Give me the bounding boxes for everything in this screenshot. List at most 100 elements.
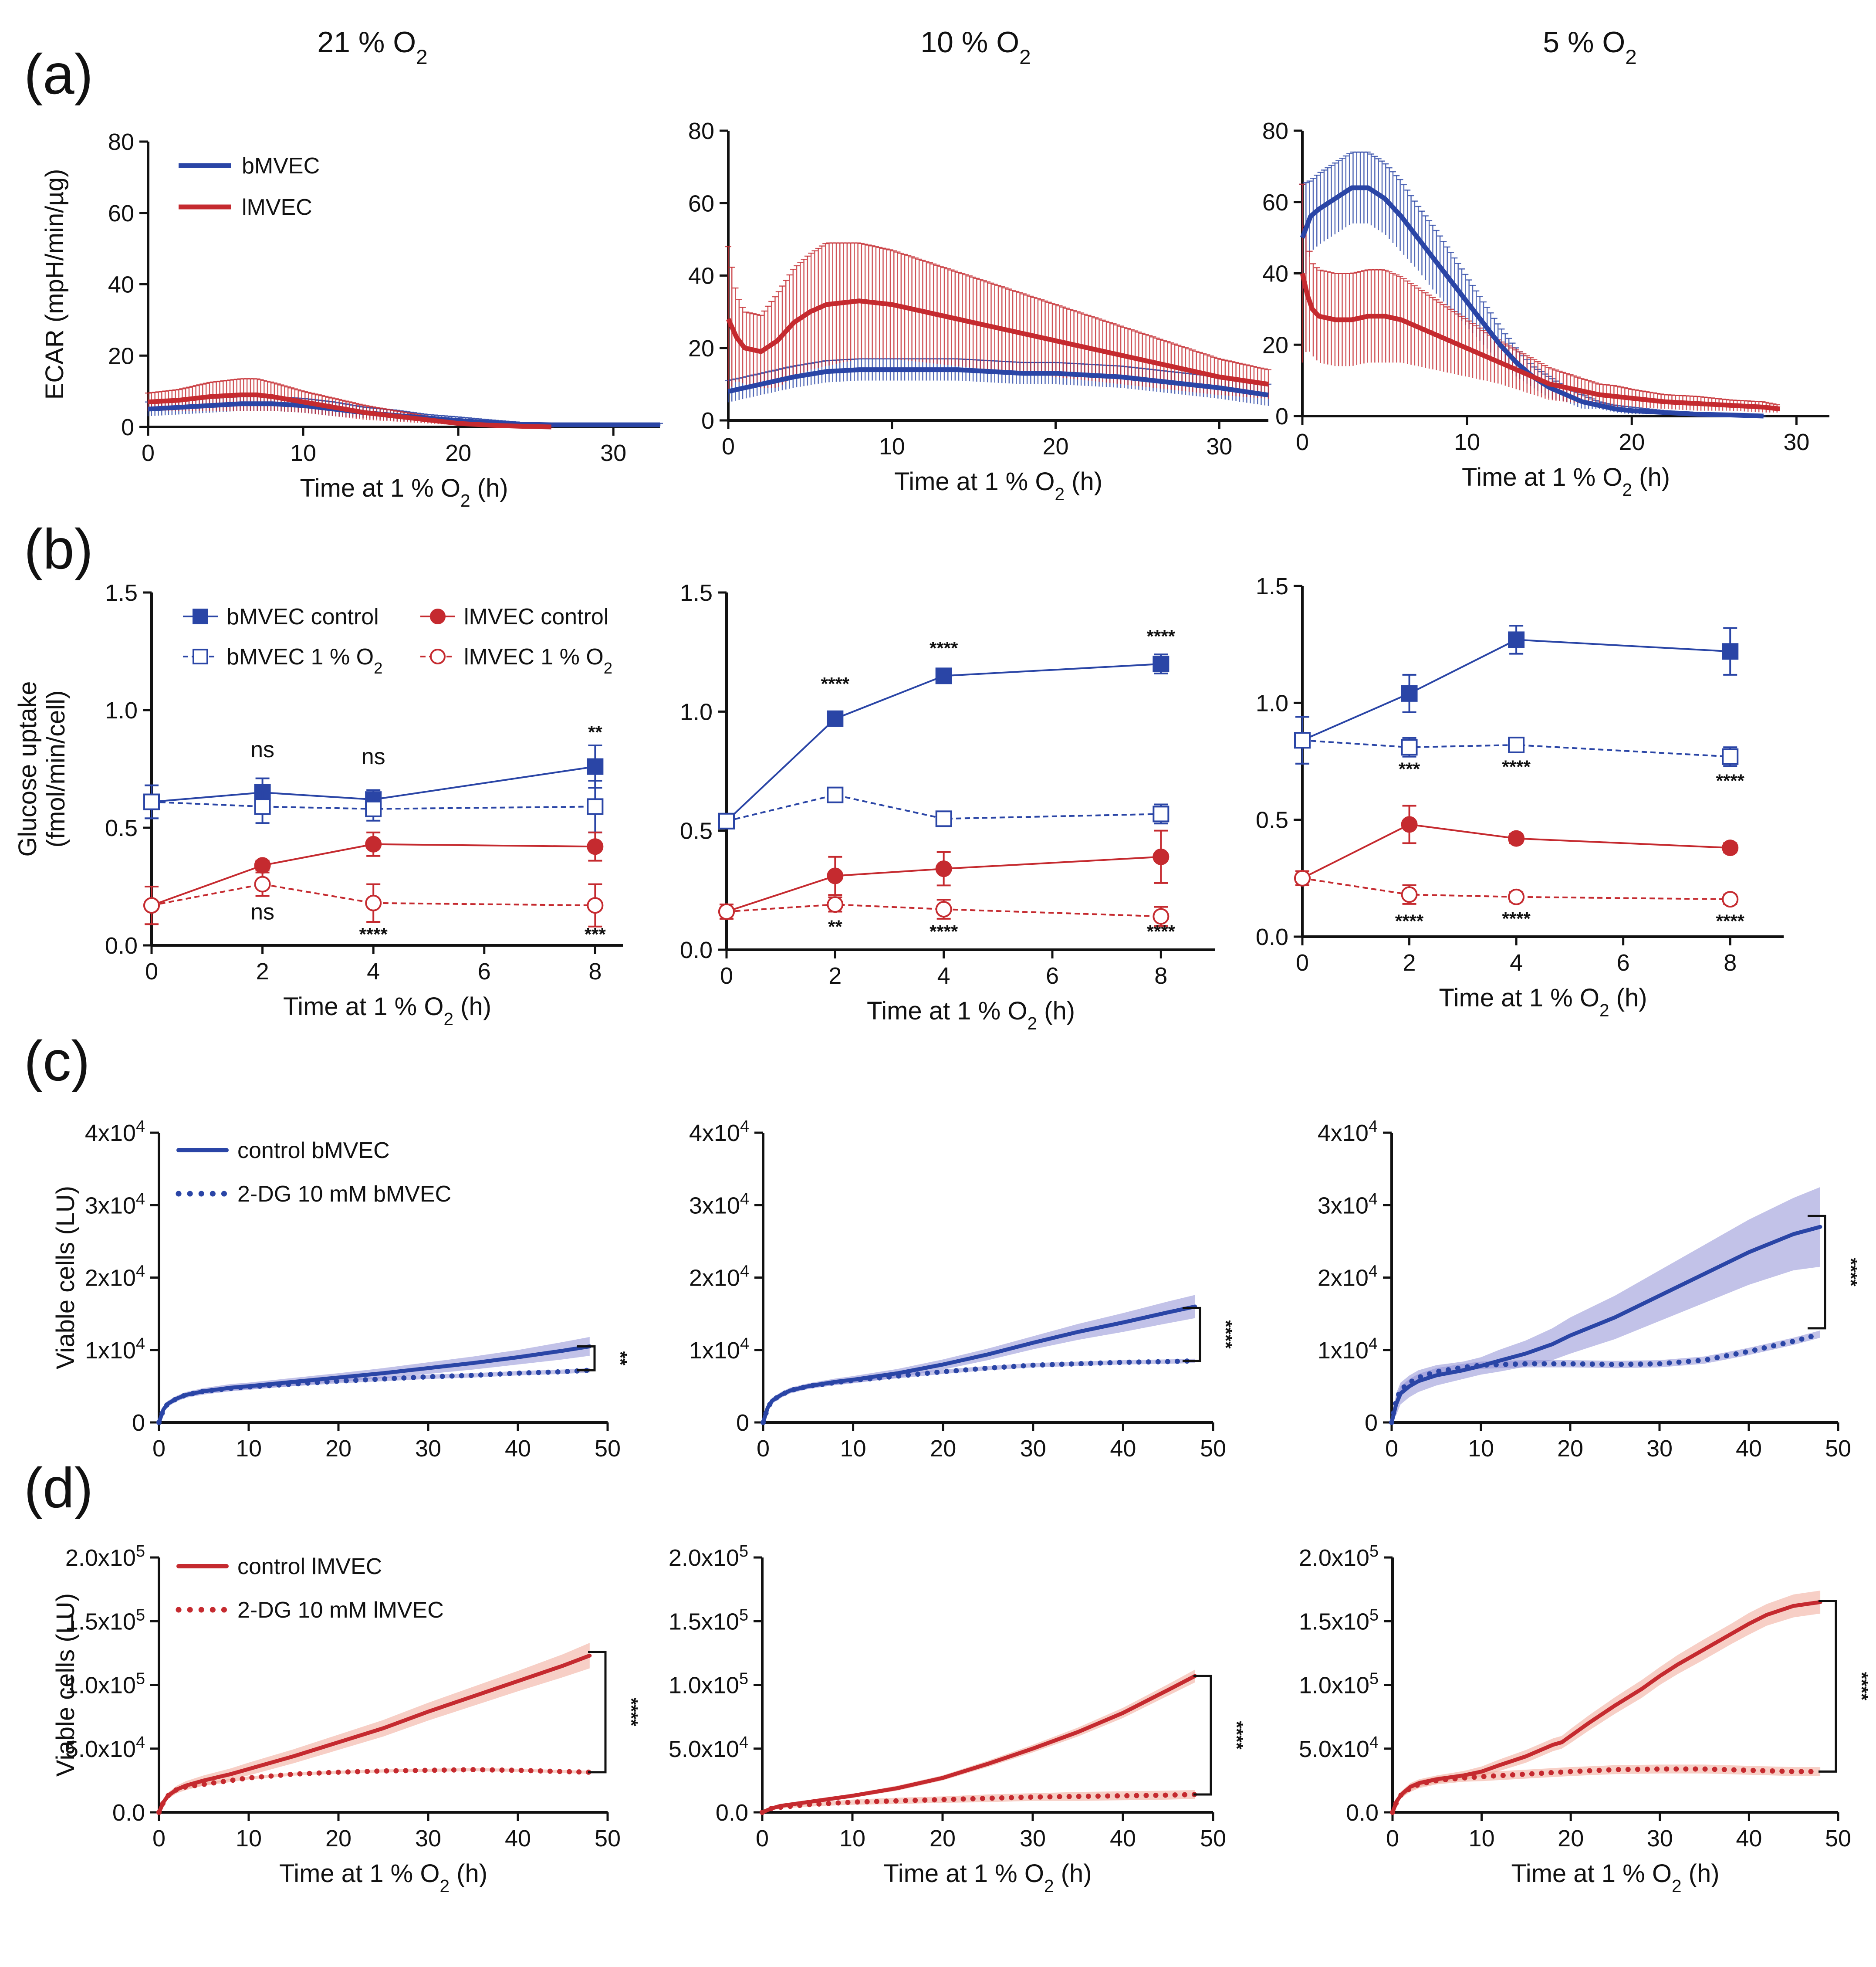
significance-label: *** — [585, 924, 606, 945]
y-tick-label: 3x104 — [1318, 1190, 1378, 1219]
confidence-band — [1393, 1764, 1821, 1812]
data-point — [935, 901, 952, 918]
series-line-control lMVEC — [157, 1653, 592, 1815]
x-tick-label: 0 — [145, 958, 158, 985]
data-point — [1722, 748, 1739, 765]
significance-label: *** — [1399, 759, 1420, 779]
confidence-band — [159, 1642, 590, 1812]
y-tick-label: 1.5 — [680, 580, 713, 606]
chart-c2: 0 10 20 30 40 50 0 1x104 2x104 3x104 4x104 **** — [689, 1117, 1236, 1462]
data-point — [827, 896, 844, 913]
y-tick-label: 5.0x104 — [65, 1733, 145, 1762]
y-tick-label: 20 — [688, 335, 714, 362]
x-tick-label: 2 — [828, 963, 842, 989]
data-point — [587, 838, 604, 855]
significance-label: **** — [821, 674, 850, 694]
x-tick-label: 0 — [152, 1825, 166, 1852]
x-axis-label: Time at 1 % O2 (h) — [300, 474, 508, 511]
x-tick-label: 10 — [840, 1435, 866, 1462]
chart-c3: 0 10 20 30 40 50 0 1x104 2x104 3x104 4x104 **** — [1318, 1117, 1861, 1462]
x-tick-label: 30 — [1783, 429, 1809, 455]
y-tick-label: 20 — [1262, 332, 1288, 358]
x-tick-label: 0 — [1386, 1825, 1399, 1852]
data-point — [1153, 806, 1170, 823]
x-tick-label: 0 — [1296, 950, 1309, 976]
x-tick-label: 8 — [588, 958, 602, 985]
data-point — [1153, 848, 1170, 865]
x-tick-label: 2 — [1403, 950, 1416, 976]
x-tick-label: 10 — [290, 440, 316, 466]
y-tick-label: 0 — [701, 408, 714, 434]
series-line-bMVEC 1 % O2 — [1302, 739, 1731, 758]
significance-bracket — [588, 1650, 607, 1774]
legend-marker — [193, 649, 208, 664]
series-line-lMVEC control — [726, 856, 1161, 913]
data-point — [935, 810, 952, 827]
legend-label: lMVEC control — [464, 604, 608, 630]
y-tick-label: 3x104 — [689, 1190, 749, 1219]
x-tick-label: 10 — [1454, 429, 1480, 455]
y-tick-label: 1.5x105 — [65, 1606, 145, 1635]
column-title-21-text: 21 % O2 — [317, 26, 427, 69]
y-tick-label: 1.0 — [105, 697, 138, 724]
chart-a3: 0 10 20 30 0 20 40 60 80 Time at 1 % O2 (h) — [1262, 118, 1829, 500]
legend-label: control bMVEC — [237, 1138, 390, 1163]
data-point — [827, 710, 844, 727]
significance-label: ** — [610, 1351, 631, 1366]
legend-label: lMVEC — [242, 195, 312, 220]
data-point — [1294, 870, 1311, 887]
x-tick-label: 40 — [1736, 1435, 1762, 1462]
x-tick-label: 30 — [1646, 1435, 1673, 1462]
significance-label: **** — [930, 638, 958, 658]
data-point — [1722, 643, 1739, 660]
y-tick-label: 0.5 — [105, 815, 138, 841]
y-tick-label: 60 — [688, 190, 714, 217]
legend-marker — [430, 609, 446, 624]
series-line-2-DG 10 mM lMVEC — [760, 1792, 1198, 1815]
y-tick-label: 0 — [1275, 403, 1288, 430]
x-tick-label: 20 — [1557, 1435, 1583, 1462]
significance-label: **** — [930, 921, 958, 942]
x-tick-label: 40 — [505, 1435, 531, 1462]
y-tick-label: 1.0x105 — [669, 1670, 748, 1699]
column-title-subscript: 2 — [1625, 46, 1636, 69]
x-tick-label: 10 — [236, 1435, 262, 1462]
significance-label: ** — [828, 917, 842, 937]
significance-label: **** — [1841, 1258, 1861, 1287]
series-line-lMVEC control — [1302, 823, 1731, 879]
x-axis-label: Time at 1 % O2 (h) — [283, 992, 491, 1029]
column-title-text: 5 % O — [1543, 26, 1625, 59]
x-tick-label: 20 — [445, 440, 471, 466]
x-axis-label: Time at 1 % O2 (h) — [894, 467, 1102, 504]
data-point — [587, 798, 604, 815]
x-tick-label: 0 — [757, 1435, 770, 1462]
data-point — [718, 903, 735, 920]
y-tick-label: 60 — [108, 200, 134, 227]
column-title-5: 5 % O2 — [1543, 26, 1636, 69]
x-tick-label: 4 — [367, 958, 380, 985]
significance-label: **** — [1147, 626, 1176, 647]
x-tick-label: 40 — [1736, 1825, 1762, 1852]
significance-bracket — [1819, 1599, 1837, 1773]
data-point — [587, 758, 604, 775]
legend-marker — [430, 649, 446, 664]
x-tick-label: 30 — [1020, 1825, 1046, 1852]
series-line-bMVEC control — [1302, 639, 1731, 741]
data-point — [935, 860, 952, 877]
legend-label: bMVEC control — [226, 604, 379, 630]
significance-label: ns — [250, 900, 274, 925]
x-tick-label: 40 — [1110, 1435, 1136, 1462]
x-tick-label: 0 — [142, 440, 155, 466]
legend-label: bMVEC 1 % O2 — [226, 644, 382, 677]
chart-d3: 0 10 20 30 40 50 0.0 5.0x104 1.0x105 1.5x105 2.0x1… — [1299, 1542, 1872, 1896]
x-tick-label: 30 — [1020, 1435, 1046, 1462]
y-tick-label: 2x104 — [689, 1263, 749, 1291]
data-point — [1401, 739, 1418, 756]
legend-label: control lMVEC — [237, 1554, 382, 1579]
x-tick-label: 0 — [152, 1435, 166, 1462]
significance-label: **** — [1395, 911, 1424, 931]
series-line-lMVEC 1 % O2 — [151, 883, 595, 907]
y-tick-label: 0.0 — [1256, 924, 1288, 950]
series-line-lMVEC control — [151, 843, 595, 907]
